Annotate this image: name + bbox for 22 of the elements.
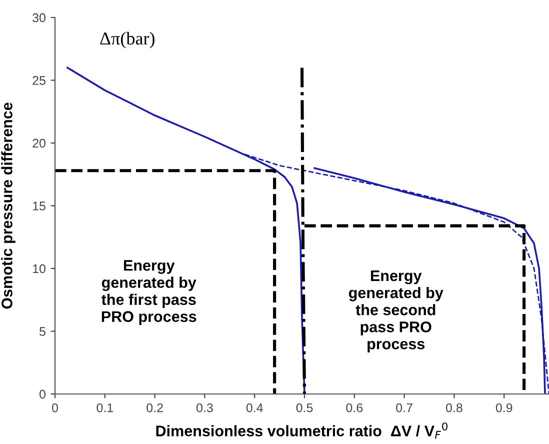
y-axis-title: Osmotic pressure difference <box>1 102 16 309</box>
x-tick-label: 0.8 <box>446 403 462 412</box>
x-tick-label: 0 <box>52 403 58 412</box>
y-tick-label: 25 <box>32 76 46 85</box>
x-tick-label: 0.4 <box>246 403 263 412</box>
x-tick-label: 0.9 <box>496 403 512 412</box>
x-tick-label: 0.2 <box>146 403 163 412</box>
annotation: Δπ(bar) <box>100 32 154 48</box>
annotation: Energy generated by the first pass PRO process <box>102 260 196 326</box>
x-tick-label: 0.7 <box>396 403 412 412</box>
x-tick-label: 0.6 <box>346 403 363 412</box>
y-tick-label: 10 <box>33 264 46 274</box>
y-tick-label: 15 <box>33 202 46 210</box>
x-tick-label: 0.3 <box>196 403 213 412</box>
x-tick-label: 0.5 <box>296 403 313 412</box>
x-axis-title: Dimensionless volumetric ratio ΔV / V$_{F}$$^{0}$ <box>156 422 448 439</box>
y-tick-label: 20 <box>32 138 46 148</box>
y-tick-label: 30 <box>32 13 46 22</box>
y-tick-label: 5 <box>40 327 46 336</box>
y-tick-label: 0 <box>40 390 46 399</box>
annotation: Energy generated by the second pass PRO process <box>348 270 444 352</box>
x-tick-label: 0.1 <box>96 403 113 412</box>
